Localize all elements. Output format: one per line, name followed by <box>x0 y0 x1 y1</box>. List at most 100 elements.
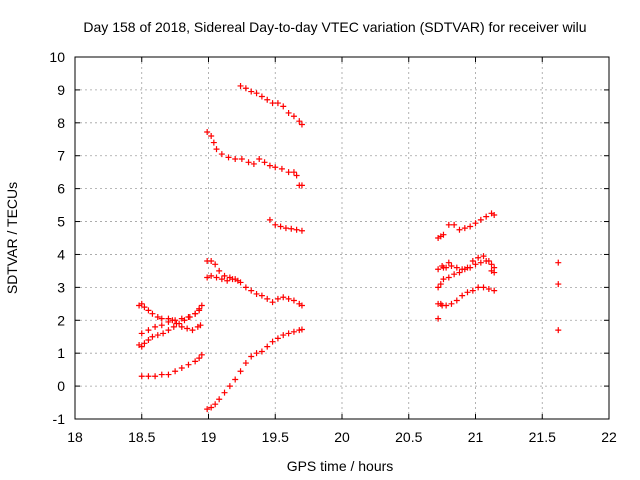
x-tick-label: 19.5 <box>262 429 289 445</box>
data-point <box>237 368 244 375</box>
y-tick-label: 8 <box>57 115 65 131</box>
data-point <box>453 297 460 304</box>
data-point <box>158 371 165 378</box>
data-point <box>440 231 447 238</box>
data-point <box>274 335 281 342</box>
data-point <box>198 351 205 358</box>
data-point <box>485 258 492 265</box>
data-point <box>145 327 152 334</box>
data-point <box>475 254 482 261</box>
data-point <box>145 337 152 344</box>
data-point <box>485 286 492 293</box>
data-point <box>213 146 220 153</box>
data-point <box>290 328 297 335</box>
data-point <box>459 266 466 273</box>
data-point <box>154 313 161 320</box>
data-point <box>242 284 249 291</box>
data-point <box>149 333 156 340</box>
data-point <box>453 264 460 271</box>
data-point <box>213 274 220 281</box>
series-arc-k <box>435 210 498 241</box>
data-point <box>192 358 199 365</box>
y-tick-label: 3 <box>57 279 65 295</box>
data-point <box>212 401 219 408</box>
data-point <box>192 310 199 317</box>
data-point <box>480 284 487 291</box>
data-point <box>160 330 167 337</box>
data-point <box>232 376 239 383</box>
y-tick-label: 7 <box>57 148 65 164</box>
data-point <box>469 258 476 265</box>
data-point <box>282 225 289 232</box>
data-point <box>204 406 211 413</box>
data-point <box>204 129 211 136</box>
data-point <box>218 151 225 158</box>
data-point <box>248 287 255 294</box>
data-point <box>258 93 265 100</box>
data-point <box>158 322 165 329</box>
data-points <box>136 82 562 413</box>
data-point <box>185 313 192 320</box>
data-point <box>456 226 463 233</box>
data-point <box>221 389 228 396</box>
data-point <box>445 274 452 281</box>
data-point <box>210 139 217 146</box>
data-point <box>178 315 185 322</box>
data-point <box>253 290 260 297</box>
data-point <box>242 85 249 92</box>
data-point <box>238 156 245 163</box>
data-point <box>204 274 211 281</box>
data-point <box>293 226 300 233</box>
series-arc-c <box>138 307 203 337</box>
y-tick-label: 6 <box>57 181 65 197</box>
data-point <box>451 271 458 278</box>
data-point <box>274 100 281 107</box>
data-point <box>296 118 303 125</box>
data-point <box>461 225 468 232</box>
data-point <box>278 165 285 172</box>
data-point <box>154 332 161 339</box>
data-point <box>269 338 276 345</box>
data-point <box>280 332 287 339</box>
data-point <box>178 364 185 371</box>
data-point <box>145 307 152 314</box>
data-point <box>221 272 228 279</box>
x-tick-label: 18 <box>67 429 83 445</box>
series-arc-i <box>204 272 241 284</box>
series-arc-g <box>266 216 305 234</box>
data-point <box>285 169 292 176</box>
data-point <box>272 164 279 171</box>
data-point <box>290 297 297 304</box>
data-point <box>170 323 177 330</box>
data-point <box>185 361 192 368</box>
data-point <box>464 264 471 271</box>
data-point <box>477 216 484 223</box>
x-axis-ticks: 18 18.5 19 19.5 20 20.5 21 21.5 22 <box>67 57 617 445</box>
data-point <box>264 96 271 103</box>
data-point <box>448 300 455 307</box>
data-point <box>555 327 562 334</box>
data-point <box>288 225 295 232</box>
data-point <box>274 295 281 302</box>
data-point <box>208 258 215 265</box>
data-point <box>272 221 279 228</box>
data-point <box>184 325 191 332</box>
x-tick-label: 22 <box>601 429 617 445</box>
data-point <box>145 373 152 380</box>
data-point <box>555 281 562 288</box>
data-point <box>149 310 156 317</box>
series-arc-l <box>435 258 498 291</box>
data-point <box>189 327 196 334</box>
data-point <box>269 299 276 306</box>
data-point <box>158 315 165 322</box>
y-tick-label: 2 <box>57 312 65 328</box>
data-point <box>435 315 442 322</box>
x-tick-label: 21 <box>468 429 484 445</box>
data-point <box>264 343 271 350</box>
data-point <box>475 284 482 291</box>
y-tick-label: 10 <box>49 49 65 65</box>
data-point <box>229 276 236 283</box>
data-point <box>165 371 172 378</box>
data-point <box>298 121 305 128</box>
data-point <box>435 284 442 291</box>
